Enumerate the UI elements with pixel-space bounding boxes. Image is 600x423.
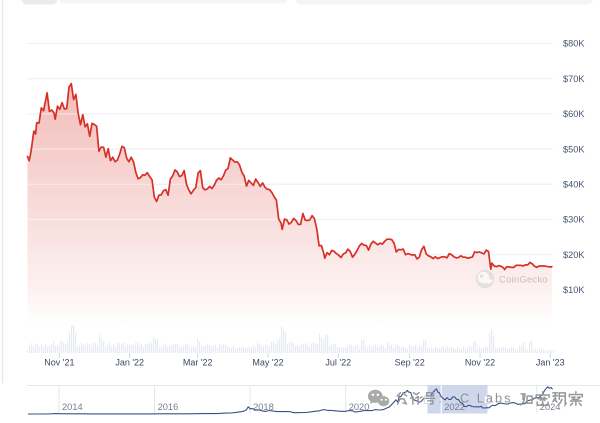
svg-text:Jan '23: Jan '23 (536, 358, 565, 368)
svg-text:$20K: $20K (563, 250, 585, 260)
svg-text::: : (439, 392, 442, 406)
svg-text:Jul '22: Jul '22 (325, 358, 351, 368)
svg-text:CoinGecko: CoinGecko (499, 274, 548, 285)
svg-text:$10K: $10K (563, 285, 585, 295)
svg-text:2024: 2024 (540, 402, 561, 412)
svg-text:$60K: $60K (563, 109, 585, 119)
svg-text:2022: 2022 (444, 402, 465, 412)
svg-text:$40K: $40K (563, 180, 585, 190)
svg-text:$30K: $30K (563, 215, 585, 225)
svg-text:2018: 2018 (253, 402, 274, 412)
svg-text:$50K: $50K (563, 144, 585, 154)
svg-text:C Labs: C Labs (460, 391, 513, 406)
svg-text:May '22: May '22 (252, 358, 283, 368)
svg-text:Nov '21: Nov '21 (44, 358, 74, 368)
svg-text:Mar '22: Mar '22 (183, 358, 213, 368)
svg-text:$80K: $80K (563, 39, 585, 49)
svg-text:2020: 2020 (349, 402, 370, 412)
svg-text:Sep '22: Sep '22 (395, 358, 425, 368)
svg-text:$70K: $70K (563, 74, 585, 84)
svg-text:2014: 2014 (62, 402, 83, 412)
svg-text:Nov '22: Nov '22 (465, 358, 495, 368)
svg-text:2016: 2016 (158, 402, 179, 412)
svg-text:Jan '22: Jan '22 (115, 358, 144, 368)
